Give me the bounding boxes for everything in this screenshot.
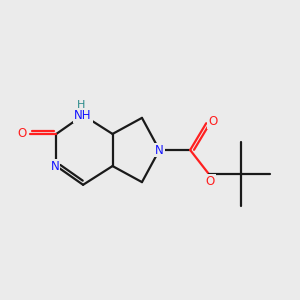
Text: N: N bbox=[155, 143, 164, 157]
Text: H: H bbox=[77, 100, 85, 110]
Text: O: O bbox=[17, 128, 27, 140]
Text: NH: NH bbox=[74, 109, 92, 122]
Text: O: O bbox=[208, 116, 218, 128]
Text: O: O bbox=[206, 175, 215, 188]
Text: N: N bbox=[51, 160, 59, 172]
